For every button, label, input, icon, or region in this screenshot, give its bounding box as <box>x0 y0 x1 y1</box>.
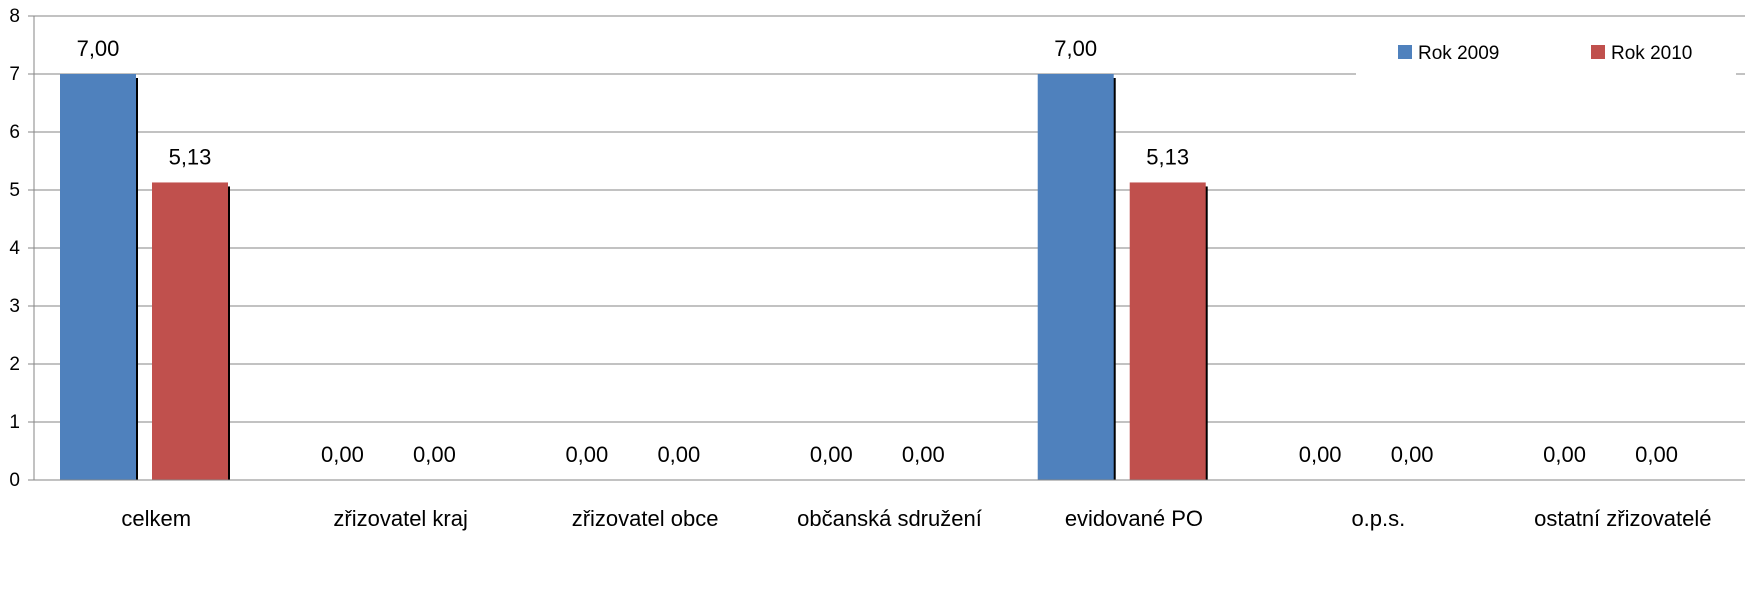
y-tick-label: 7 <box>9 64 20 85</box>
x-axis: celkem zřizovatel kraj zřizovatel obce obča… <box>34 479 1745 531</box>
y-axis: 0 1 2 3 4 5 6 7 8 <box>9 6 35 491</box>
category-label: občanská sdružení <box>797 506 982 531</box>
y-tick-label: 3 <box>9 296 20 317</box>
bar <box>152 182 228 480</box>
category-label: zřizovatel obce <box>572 506 719 531</box>
legend-box <box>1356 28 1736 76</box>
y-tick-label: 2 <box>9 354 20 375</box>
data-label: 5,13 <box>169 144 212 169</box>
legend-swatch <box>1398 45 1412 59</box>
data-label: 0,00 <box>810 442 853 467</box>
legend-entry: Rok 2010 <box>1611 43 1692 64</box>
bar <box>1129 182 1206 480</box>
y-tick-label: 8 <box>9 6 20 27</box>
gridlines <box>34 15 1745 423</box>
legend-entry: Rok 2009 <box>1418 43 1499 64</box>
data-label: 0,00 <box>902 442 945 467</box>
data-label: 0,00 <box>413 442 456 467</box>
legend: Rok 2009 Rok 2010 <box>1356 28 1736 76</box>
data-label: 0,00 <box>565 442 608 467</box>
category-label: o.p.s. <box>1351 506 1405 531</box>
y-tick-label: 4 <box>9 238 20 259</box>
data-label: 0,00 <box>1543 442 1586 467</box>
category-label: zřizovatel kraj <box>333 506 467 531</box>
data-label: 0,00 <box>1635 442 1678 467</box>
data-label: 0,00 <box>1391 442 1434 467</box>
category-label: celkem <box>121 506 191 531</box>
y-tick-label: 0 <box>9 470 20 491</box>
y-tick-label: 6 <box>9 122 20 143</box>
y-tick-label: 1 <box>9 412 20 433</box>
bars <box>60 74 1208 480</box>
bar <box>60 74 136 480</box>
category-label: evidované PO <box>1065 506 1203 531</box>
data-label: 7,00 <box>77 36 120 61</box>
data-label: 0,00 <box>657 442 700 467</box>
category-label: ostatní zřizovatelé <box>1534 506 1711 531</box>
legend-swatch <box>1591 45 1605 59</box>
y-tick-label: 5 <box>9 180 20 201</box>
data-label: 0,00 <box>1299 442 1342 467</box>
data-label: 0,00 <box>321 442 364 467</box>
data-labels: 7,00 5,13 0,00 0,00 0,00 0,00 0,00 0,00 7,00 5,13… <box>77 36 1678 467</box>
data-label: 7,00 <box>1054 36 1097 61</box>
data-label: 5,13 <box>1146 144 1189 169</box>
bar <box>1037 74 1114 480</box>
